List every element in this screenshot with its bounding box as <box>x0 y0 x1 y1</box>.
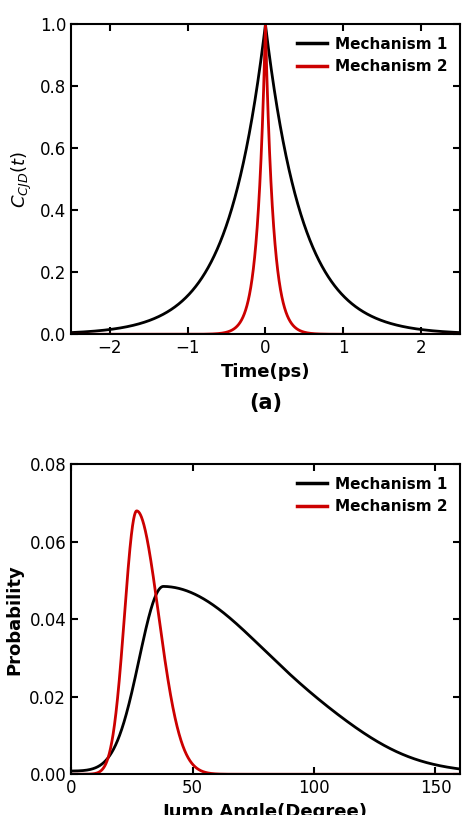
Mechanism 2 <box>68 769 74 779</box>
Mechanism 1 <box>218 606 223 615</box>
Mechanism 1 <box>136 658 141 667</box>
Mechanism 1 <box>449 763 455 773</box>
Mechanism 2 <box>437 329 442 339</box>
Mechanism 1 <box>68 328 74 337</box>
Mechanism 1 <box>84 327 90 337</box>
Mechanism 1 <box>145 316 150 326</box>
Mechanism 2 <box>408 769 413 779</box>
Mechanism 1 <box>70 328 76 337</box>
X-axis label: Jump Angle(Degree): Jump Angle(Degree) <box>163 803 368 815</box>
Mechanism 1 <box>457 328 463 337</box>
Mechanism 1 <box>437 327 442 337</box>
Mechanism 2 <box>134 506 139 516</box>
Mechanism 2 <box>68 329 74 339</box>
Mechanism 1 <box>457 764 463 774</box>
Mechanism 2 <box>449 769 455 779</box>
Line: Mechanism 1: Mechanism 1 <box>71 24 460 333</box>
Mechanism 2 <box>70 329 76 339</box>
Legend: Mechanism 1, Mechanism 2: Mechanism 1, Mechanism 2 <box>292 32 452 79</box>
Mechanism 2 <box>84 329 90 339</box>
Mechanism 2 <box>258 152 264 161</box>
Mechanism 2 <box>457 769 463 779</box>
Mechanism 2 <box>145 329 150 339</box>
Mechanism 2 <box>91 329 97 339</box>
Mechanism 2 <box>113 712 118 722</box>
Legend: Mechanism 1, Mechanism 2: Mechanism 1, Mechanism 2 <box>292 472 452 519</box>
Mechanism 1 <box>161 582 166 592</box>
Line: Mechanism 2: Mechanism 2 <box>71 511 460 774</box>
Mechanism 2 <box>263 20 268 30</box>
Line: Mechanism 2: Mechanism 2 <box>71 25 460 334</box>
Mechanism 1 <box>234 619 240 629</box>
Y-axis label: Probability: Probability <box>6 564 24 675</box>
Mechanism 2 <box>457 329 463 339</box>
Y-axis label: $C_{CJD}(t)$: $C_{CJD}(t)$ <box>10 151 34 208</box>
Mechanism 2 <box>136 507 141 517</box>
Text: (a): (a) <box>249 393 282 413</box>
Mechanism 1 <box>68 766 74 776</box>
Mechanism 2 <box>234 769 240 779</box>
Line: Mechanism 1: Mechanism 1 <box>71 587 460 771</box>
X-axis label: Time(ps): Time(ps) <box>221 363 310 381</box>
Mechanism 1 <box>408 752 413 762</box>
Mechanism 1 <box>263 20 268 29</box>
Mechanism 2 <box>218 769 223 779</box>
Mechanism 1 <box>258 54 264 64</box>
Mechanism 1 <box>91 326 97 336</box>
Mechanism 1 <box>113 741 118 751</box>
